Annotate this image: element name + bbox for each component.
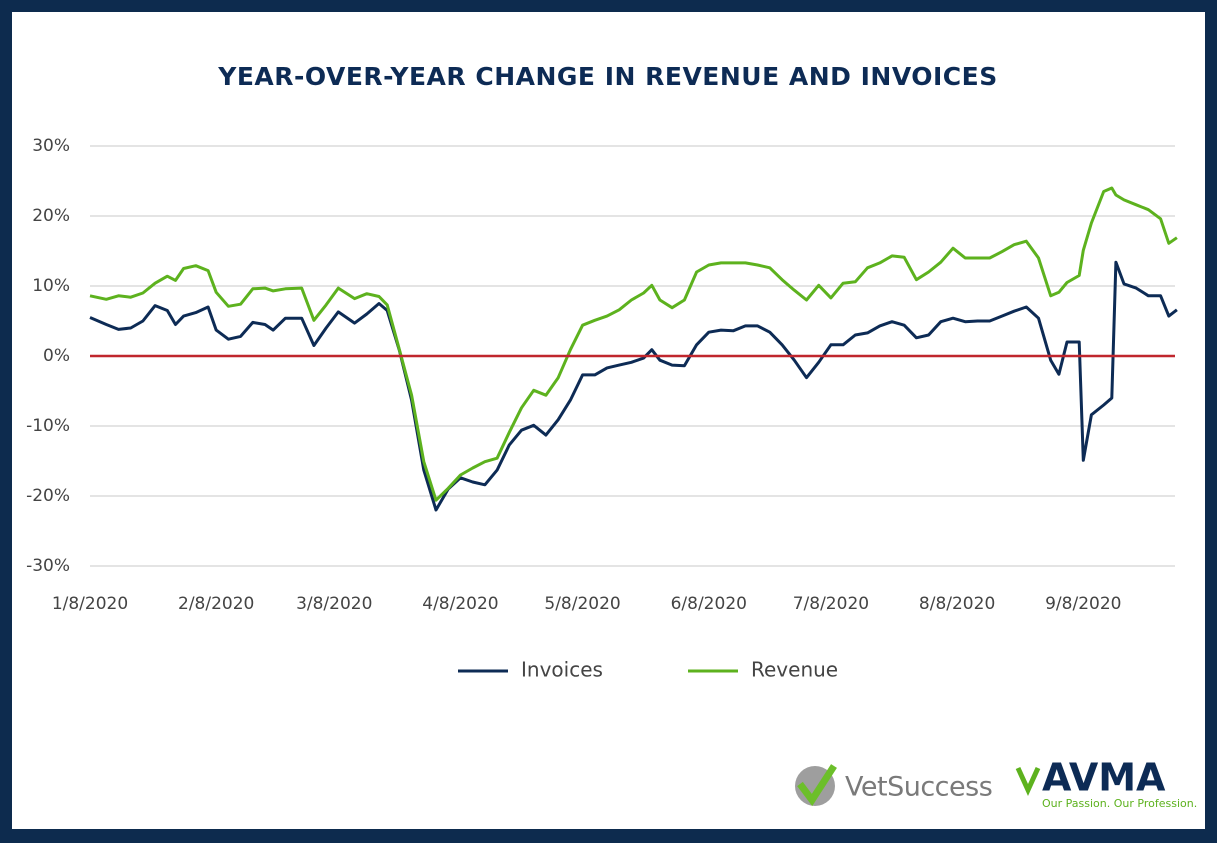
avma-logo: AVMA Our Passion. Our Profession.	[1015, 756, 1197, 810]
series-line	[89, 260, 1178, 512]
avma-text: AVMA	[1042, 756, 1166, 800]
vetsuccess-logo: VetSuccess	[795, 764, 993, 807]
chart-title: YEAR-OVER-YEAR CHANGE IN REVENUE AND INV…	[217, 62, 997, 91]
x-tick-label: 9/8/2020	[1045, 594, 1121, 614]
x-tick-label: 4/8/2020	[422, 594, 498, 614]
logo-check	[797, 764, 837, 807]
y-tick-label: -10%	[26, 416, 70, 436]
panel	[12, 12, 1205, 829]
vetsuccess-text: VetSuccess	[845, 772, 992, 803]
avma-tagline: Our Passion. Our Profession.	[1042, 797, 1197, 810]
y-tick-label: 0%	[43, 346, 70, 366]
y-tick-label: -20%	[26, 486, 70, 506]
x-tick-label: 8/8/2020	[919, 594, 995, 614]
legend-label: Invoices	[521, 658, 603, 682]
x-tick-label: 5/8/2020	[544, 594, 620, 614]
x-tick-label: 1/8/2020	[52, 594, 128, 614]
logo-mark	[1015, 766, 1041, 797]
legend-label: Revenue	[751, 658, 838, 682]
x-tick-label: 6/8/2020	[671, 594, 747, 614]
y-tick-label: 20%	[32, 206, 70, 226]
y-tick-label: 30%	[32, 136, 70, 156]
x-tick-label: 7/8/2020	[793, 594, 869, 614]
y-tick-label: 10%	[32, 276, 70, 296]
x-tick-label: 3/8/2020	[296, 594, 372, 614]
x-tick-label: 2/8/2020	[178, 594, 254, 614]
y-tick-label: -30%	[26, 556, 70, 576]
series-line	[89, 186, 1178, 502]
